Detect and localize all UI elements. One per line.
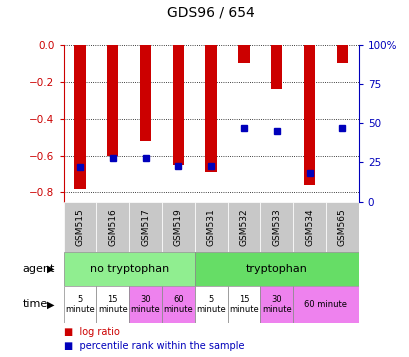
Text: GSM532: GSM532 [239,208,248,246]
Bar [194,252,358,286]
Text: agent: agent [22,263,54,274]
Bar [292,202,325,252]
Text: GSM519: GSM519 [173,208,182,246]
Text: ■  percentile rank within the sample: ■ percentile rank within the sample [63,341,243,351]
Bar [227,202,260,252]
Bar [172,45,184,165]
Text: time: time [22,299,47,310]
Bar [139,45,151,141]
Bar [107,45,118,156]
Text: GSM517: GSM517 [141,208,150,246]
Bar [63,252,194,286]
Text: 5
minute: 5 minute [65,295,94,314]
Bar [260,202,292,252]
Text: GSM531: GSM531 [206,208,215,246]
Text: ▶: ▶ [47,299,54,310]
Bar [292,286,358,323]
Text: no tryptophan: no tryptophan [89,263,169,274]
Text: 30
minute: 30 minute [130,295,160,314]
Bar [194,202,227,252]
Text: ▶: ▶ [47,263,54,274]
Text: GSM515: GSM515 [75,208,84,246]
Bar [205,45,216,172]
Bar [325,202,358,252]
Bar [74,45,85,189]
Text: ■  log ratio: ■ log ratio [63,327,119,337]
Text: 60 minute: 60 minute [304,300,346,309]
Bar [227,286,260,323]
Text: 60
minute: 60 minute [163,295,193,314]
Bar [63,202,96,252]
Bar [303,45,315,185]
Text: 15
minute: 15 minute [98,295,127,314]
Bar [96,286,129,323]
Bar [260,286,292,323]
Bar [162,286,194,323]
Bar [129,286,162,323]
Text: 15
minute: 15 minute [229,295,258,314]
Text: GSM533: GSM533 [272,208,281,246]
Bar [336,45,347,63]
Bar [194,286,227,323]
Text: GSM565: GSM565 [337,208,346,246]
Text: GSM534: GSM534 [304,208,313,246]
Text: tryptophan: tryptophan [245,263,307,274]
Bar [63,286,96,323]
Text: 5
minute: 5 minute [196,295,225,314]
Text: GDS96 / 654: GDS96 / 654 [167,6,254,20]
Text: 30
minute: 30 minute [261,295,291,314]
Text: GSM516: GSM516 [108,208,117,246]
Bar [162,202,194,252]
Bar [129,202,162,252]
Bar [96,202,129,252]
Bar [270,45,282,89]
Bar [238,45,249,63]
